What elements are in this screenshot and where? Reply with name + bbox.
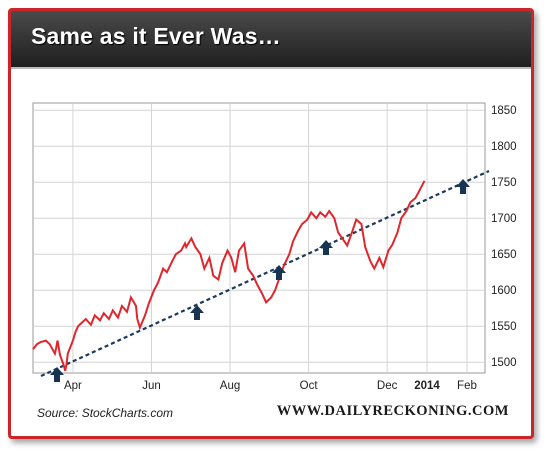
title-bar: Same as it Ever Was… (11, 11, 531, 69)
y-tick-label: 1600 (491, 285, 517, 297)
chart-frame: Same as it Ever Was… Apr Jun Aug Oct Dec 2014… (8, 8, 534, 439)
y-tick-label: 1850 (491, 105, 517, 117)
arrow-up-icon (50, 367, 64, 382)
arrow-up-icon (319, 240, 333, 255)
x-tick-label: Dec (377, 380, 398, 392)
chart-title: Same as it Ever Was… (31, 23, 281, 49)
arrow-up-icon (272, 265, 286, 280)
y-tick-label: 1500 (491, 357, 517, 369)
y-tick-label: 1700 (491, 213, 517, 225)
x-tick-label: 2014 (414, 380, 440, 392)
support-arrows (50, 179, 470, 382)
source-note: Source: StockCharts.com (37, 406, 174, 420)
x-tick-label: Aug (220, 380, 240, 392)
arrow-up-icon (190, 305, 204, 320)
x-tick-label: Oct (300, 380, 319, 392)
x-tick-label: Feb (457, 380, 477, 392)
trend-line (40, 169, 490, 378)
y-axis-ticks: 1500 1550 1600 1650 1700 1750 1800 1850 (491, 105, 517, 369)
grid (33, 103, 485, 373)
y-tick-label: 1750 (491, 177, 517, 189)
x-tick-label: Apr (64, 380, 82, 392)
price-line (32, 180, 426, 372)
chart-svg: Apr Jun Aug Oct Dec 2014 Feb 15001550160016501… (32, 102, 517, 392)
plot-area (32, 102, 486, 374)
y-tick-label: 1650 (491, 249, 517, 261)
y-tick-label: 1550 (491, 321, 517, 333)
y-tick-label: 1800 (491, 141, 517, 153)
brand-text: WWW.DAILYRECKONING.COM (276, 403, 509, 419)
arrow-up-icon (456, 179, 470, 194)
x-axis-ticks: Apr Jun Aug Oct Dec 2014 Feb (64, 380, 477, 392)
x-tick-label: Jun (142, 380, 161, 392)
